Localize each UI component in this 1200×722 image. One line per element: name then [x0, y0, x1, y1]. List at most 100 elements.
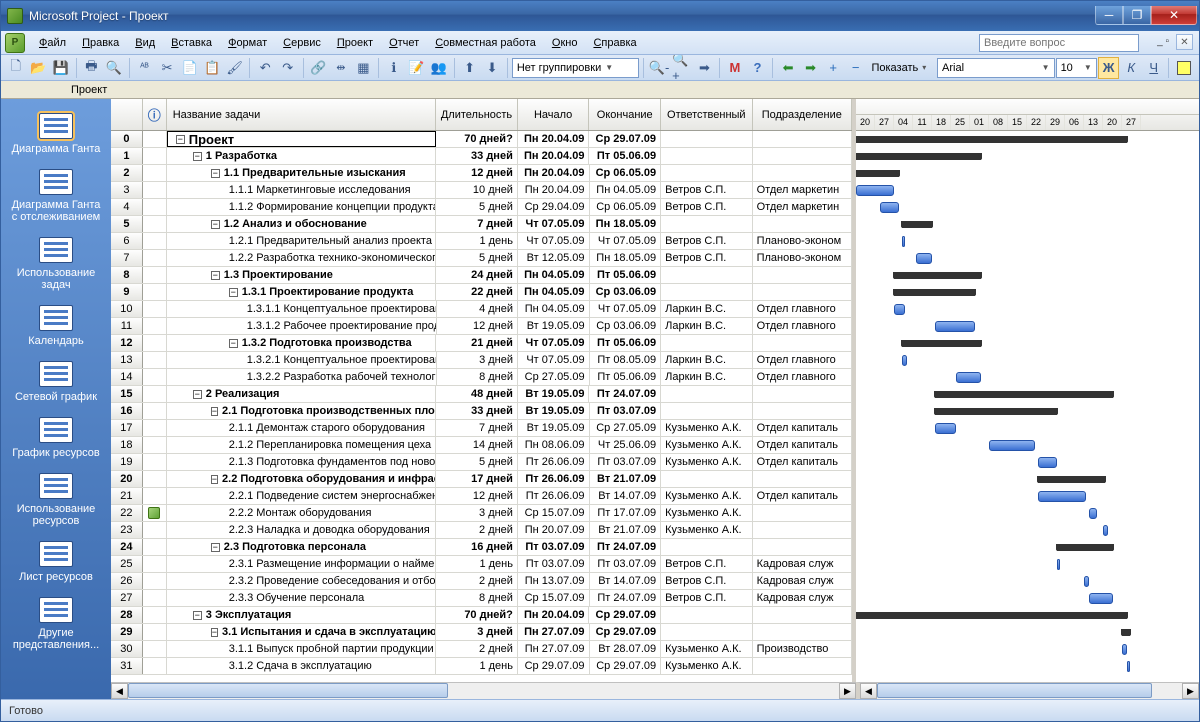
col-indicators[interactable]: ⓘ [143, 99, 167, 130]
col-name[interactable]: Название задачи [167, 99, 437, 130]
duration-cell[interactable]: 5 дней [436, 199, 518, 215]
link-icon[interactable]: 🔗 [308, 57, 330, 79]
task-name-cell[interactable]: −1.3.2 Подготовка производства [167, 335, 437, 351]
format-painter-icon[interactable]: 🖌 [224, 57, 246, 79]
duration-cell[interactable]: 24 дней [436, 267, 518, 283]
collapse-icon[interactable]: − [193, 611, 202, 620]
start-cell[interactable]: Пт 03.07.09 [518, 556, 590, 572]
responsible-cell[interactable] [661, 267, 752, 283]
row-id[interactable]: 0 [111, 131, 143, 147]
responsible-cell[interactable]: Ветров С.П. [661, 250, 752, 266]
menu-проект[interactable]: Проект [329, 33, 381, 53]
show-subtasks-icon[interactable]: + [822, 57, 844, 79]
task-bar[interactable] [902, 355, 907, 366]
task-name-cell[interactable]: −3.1 Испытания и сдача в эксплуатацию [167, 624, 437, 640]
row-id[interactable]: 24 [111, 539, 143, 555]
end-cell[interactable]: Вт 21.07.09 [590, 522, 662, 538]
start-cell[interactable]: Вт 19.05.09 [518, 420, 590, 436]
menu-правка[interactable]: Правка [74, 33, 127, 53]
view-диаграмма-ганта-с-отслеживанием[interactable]: Диаграмма Ганта с отслеживанием [9, 169, 104, 223]
collapse-icon[interactable]: − [211, 220, 220, 229]
summary-bar[interactable] [894, 272, 981, 279]
duration-cell[interactable]: 10 дней [436, 182, 518, 198]
gantt-body[interactable] [856, 131, 1199, 675]
task-name-cell[interactable]: 1.3.1.2 Рабочее проектирование продукт [167, 318, 437, 334]
duration-cell[interactable]: 12 дней [437, 318, 519, 334]
row-id[interactable]: 29 [111, 624, 143, 640]
fontsize-combo[interactable]: 10▼ [1056, 58, 1097, 78]
indent-icon[interactable]: ➡ [800, 57, 822, 79]
menu-сервис[interactable]: Сервис [275, 33, 329, 53]
view-использование-ресурсов[interactable]: Использование ресурсов [9, 473, 104, 527]
start-cell[interactable]: Пт 26.06.09 [518, 488, 590, 504]
start-cell[interactable]: Пт 26.06.09 [518, 454, 590, 470]
task-bar[interactable] [956, 372, 980, 383]
col-id[interactable] [111, 99, 143, 130]
collapse-icon[interactable]: − [211, 628, 218, 637]
table-row[interactable]: 29 −3.1 Испытания и сдача в эксплуатацию3… [111, 624, 852, 641]
end-cell[interactable]: Вт 14.07.09 [590, 488, 662, 504]
table-row[interactable]: 272.3.3 Обучение персонала8 днейСр 15.07… [111, 590, 852, 607]
duration-cell[interactable]: 1 день [436, 658, 518, 674]
end-cell[interactable]: Пт 05.06.09 [589, 148, 661, 164]
responsible-cell[interactable]: Ларкин В.С. [661, 301, 752, 317]
end-cell[interactable]: Пт 24.07.09 [590, 539, 662, 555]
duration-cell[interactable]: 16 дней [436, 539, 518, 555]
end-cell[interactable]: Ср 29.07.09 [590, 658, 662, 674]
department-cell[interactable] [753, 607, 852, 623]
notes-icon[interactable]: 📝 [406, 57, 428, 79]
show-combo[interactable]: Показать▾ [867, 58, 936, 78]
task-name-cell[interactable]: −1.3 Проектирование [167, 267, 437, 283]
responsible-cell[interactable]: Ветров С.П. [661, 182, 752, 198]
row-id[interactable]: 13 [111, 352, 143, 368]
department-cell[interactable]: Отдел капиталь [753, 488, 852, 504]
responsible-cell[interactable]: Ветров С.П. [661, 573, 752, 589]
department-cell[interactable]: Отдел капиталь [753, 420, 852, 436]
table-row[interactable]: 8−1.3 Проектирование24 днейПн 04.05.09Пт… [111, 267, 852, 284]
department-cell[interactable] [753, 131, 852, 147]
end-cell[interactable]: Пт 24.07.09 [589, 386, 661, 402]
ms-office-icon[interactable]: M [724, 57, 746, 79]
table-row[interactable]: 1−1 Разработка33 днейПн 20.04.09Пт 05.06… [111, 148, 852, 165]
redo-icon[interactable]: ↷ [277, 57, 299, 79]
row-id[interactable]: 5 [111, 216, 143, 232]
row-id[interactable]: 25 [111, 556, 143, 572]
row-id[interactable]: 4 [111, 199, 143, 215]
duration-cell[interactable]: 1 день [436, 233, 518, 249]
task-name-cell[interactable]: 2.2.1 Подведение систем энергоснабжения [167, 488, 437, 504]
start-cell[interactable]: Пн 20.04.09 [518, 607, 590, 623]
start-cell[interactable]: Пн 20.04.09 [518, 182, 590, 198]
start-cell[interactable]: Ср 15.07.09 [518, 505, 590, 521]
table-row[interactable]: 131.3.2.1 Концептуальное проектирование3… [111, 352, 852, 369]
open-icon[interactable]: 📂 [28, 57, 50, 79]
duration-cell[interactable]: 1 день [436, 556, 518, 572]
task-bar[interactable] [856, 185, 894, 196]
department-cell[interactable]: Кадровая служ [753, 573, 852, 589]
end-cell[interactable]: Пн 18.05.09 [590, 250, 662, 266]
department-cell[interactable] [753, 335, 852, 351]
duration-cell[interactable]: 70 дней? [436, 607, 518, 623]
table-row[interactable]: 15−2 Реализация48 днейВт 19.05.09Пт 24.0… [111, 386, 852, 403]
split-task-icon[interactable]: ▦ [353, 57, 375, 79]
summary-bar[interactable] [935, 408, 1057, 415]
task-name-cell[interactable]: −2.2 Подготовка оборудования и инфрастру [167, 471, 437, 487]
task-name-cell[interactable]: 3.1.1 Выпуск пробной партии продукции [167, 641, 437, 657]
table-row[interactable]: 20−2.2 Подготовка оборудования и инфраст… [111, 471, 852, 488]
save-icon[interactable]: 💾 [50, 57, 72, 79]
department-cell[interactable]: Производство [753, 641, 852, 657]
row-id[interactable]: 11 [111, 318, 143, 334]
scroll-right-icon[interactable]: ▶ [839, 683, 856, 699]
end-cell[interactable]: Пт 03.07.09 [590, 556, 662, 572]
responsible-cell[interactable] [661, 624, 752, 640]
goto-task-icon[interactable]: ➡ [694, 57, 716, 79]
new-icon[interactable]: 🗋 [5, 57, 27, 79]
task-name-cell[interactable]: 1.2.1 Предварительный анализ проекта [167, 233, 437, 249]
task-bar[interactable] [935, 321, 976, 332]
zoom-in-icon[interactable]: 🔍+ [671, 57, 693, 79]
duration-cell[interactable]: 3 дней [436, 624, 518, 640]
row-id[interactable]: 12 [111, 335, 143, 351]
department-cell[interactable]: Кадровая служ [753, 556, 852, 572]
end-cell[interactable]: Пт 05.06.09 [590, 369, 662, 385]
summary-bar[interactable] [935, 391, 1114, 398]
start-cell[interactable]: Ср 29.04.09 [518, 199, 590, 215]
